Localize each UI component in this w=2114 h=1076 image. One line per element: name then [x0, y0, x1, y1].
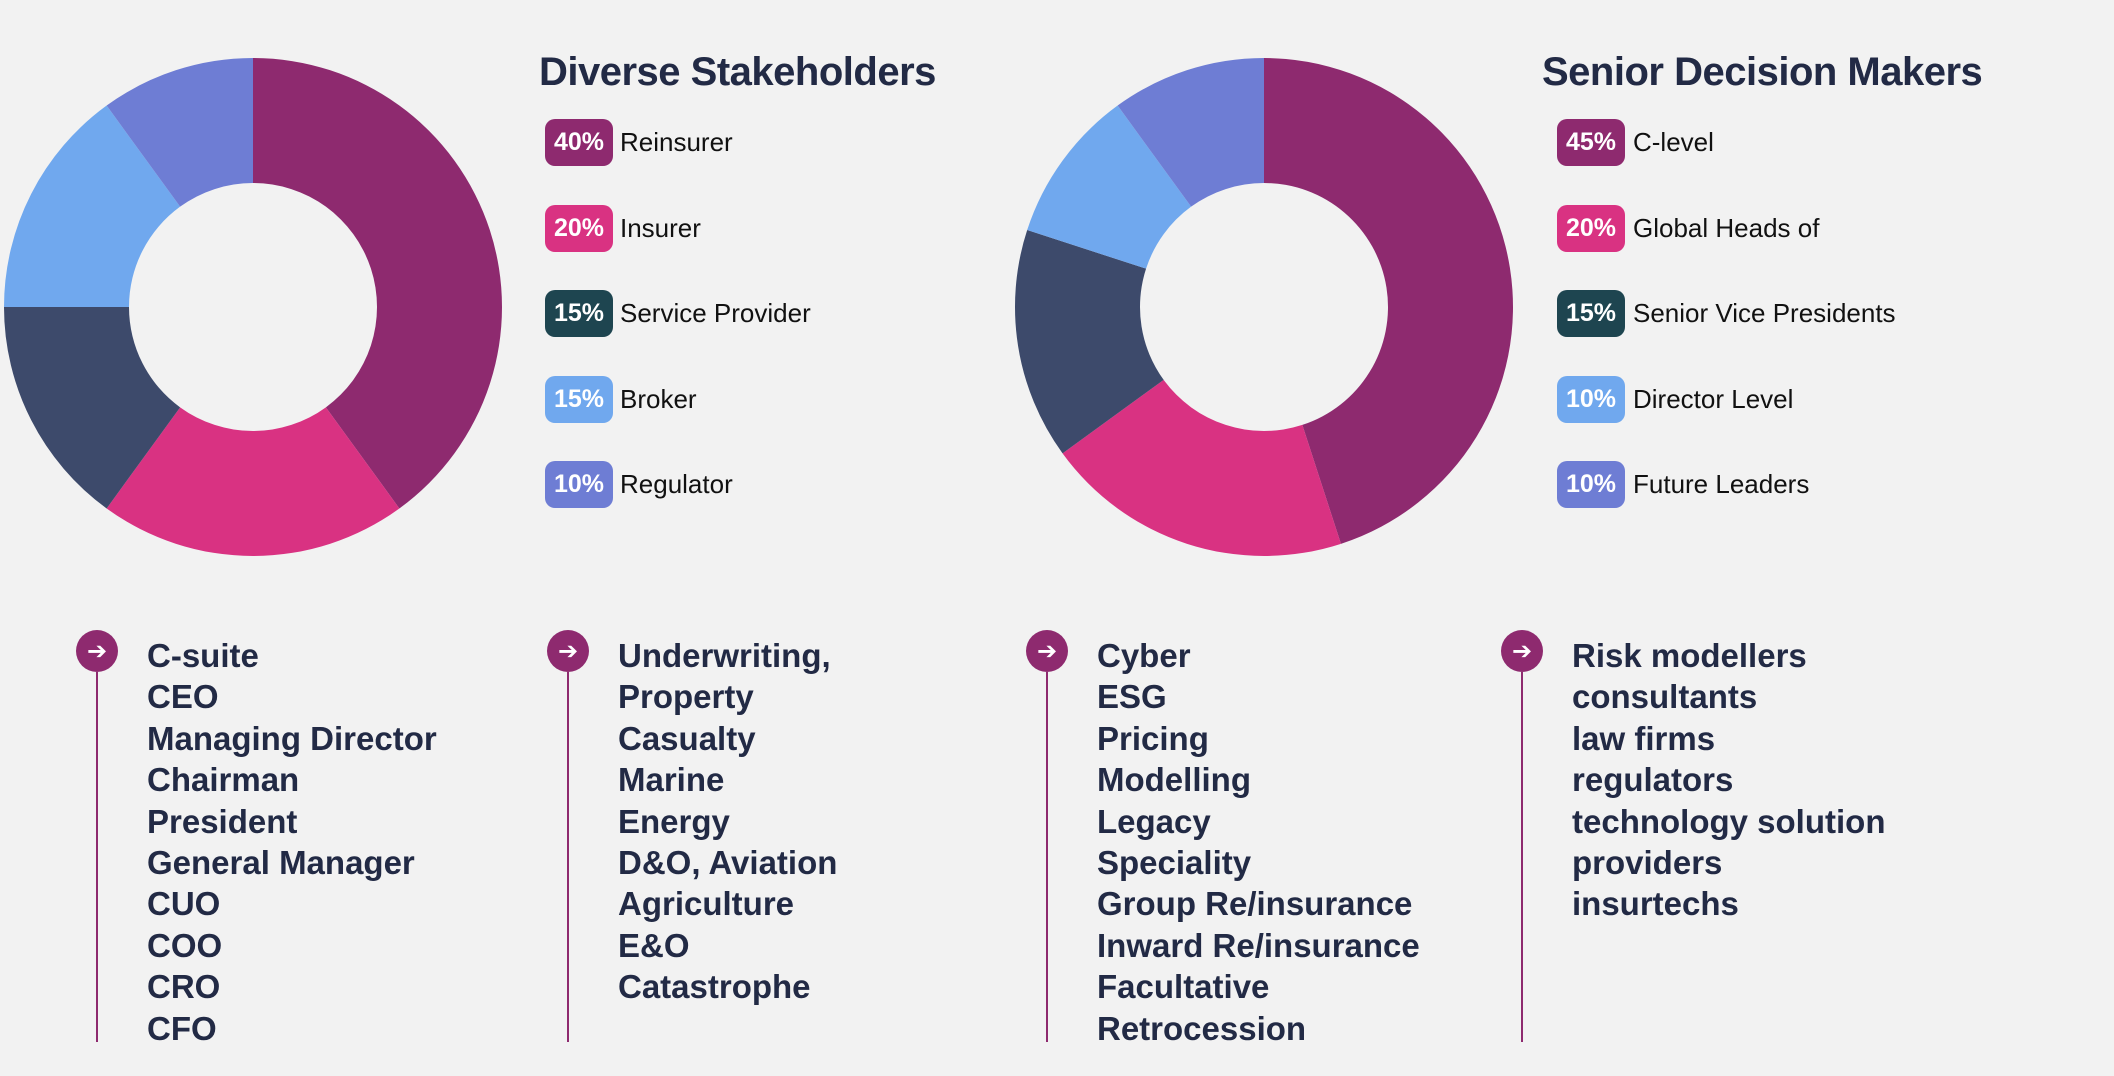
- list-item: Agriculture: [618, 885, 795, 923]
- legend-badge: 10%: [1556, 461, 1625, 508]
- legend-label: Global Heads of: [1633, 213, 1820, 243]
- legend-badge: 10%: [544, 461, 613, 508]
- legend-badge: 10%: [1556, 376, 1625, 423]
- timeline-divider: [96, 672, 98, 1042]
- donut-slice-future-leaders: [1117, 58, 1264, 207]
- timeline-divider: [567, 672, 569, 1042]
- category-list: C-suite CEO Managing Director Chairman Presi…: [147, 635, 437, 1049]
- legend-label: Reinsurer: [620, 127, 733, 157]
- list-item: COO: [147, 926, 223, 964]
- list-item: Legacy: [1097, 802, 1211, 840]
- list-item: regulators: [1572, 761, 1734, 799]
- list-item: Risk modellers: [1572, 637, 1807, 674]
- list-item: D&O, Aviation: [618, 844, 838, 882]
- legend-label: Service Provider: [620, 298, 811, 328]
- donut-slice-reinsurer: [253, 58, 502, 509]
- donut-slice-senior-vice-presidents: [1015, 230, 1164, 454]
- legend-label: C-level: [1633, 127, 1714, 157]
- list-item: Cyber: [1097, 637, 1191, 674]
- legend-badge: 20%: [1556, 205, 1625, 252]
- donut-slice-c-level: [1264, 58, 1513, 544]
- legend-badge: 20%: [544, 205, 613, 252]
- legend-label: Future Leaders: [1633, 469, 1810, 499]
- timeline-divider: [1046, 672, 1048, 1042]
- legend-label: Insurer: [620, 213, 701, 243]
- category-list: Cyber ESG Pricing Modelling Legacy Speciality…: [1097, 635, 1420, 1049]
- legend-label: Regulator: [620, 469, 733, 499]
- chart-title-diverse-stakeholders: Diverse Stakeholders: [539, 50, 936, 94]
- arrow-right-icon: ➔: [1026, 630, 1068, 672]
- list-item: Underwriting,: [618, 637, 831, 674]
- chart-title-senior-decision-makers: Senior Decision Makers: [1542, 50, 1983, 94]
- legend-badge: 15%: [544, 376, 613, 423]
- legend-label: Senior Vice Presidents: [1633, 298, 1896, 328]
- list-item: CUO: [147, 885, 221, 923]
- list-item: Inward Re/insurance: [1097, 926, 1420, 964]
- legend-badge: 15%: [544, 290, 613, 337]
- arrow-right-icon: ➔: [76, 630, 118, 672]
- list-item: Speciality: [1097, 844, 1252, 882]
- list-item: Property: [618, 678, 754, 716]
- list-item: President: [147, 802, 298, 840]
- list-item: Casualty: [618, 719, 756, 757]
- list-item: Energy: [618, 802, 730, 840]
- donut-slice-insurer: [106, 407, 400, 556]
- list-item: Marine: [618, 761, 725, 799]
- list-item: insurtechs: [1572, 885, 1739, 923]
- list-item: Managing Director: [147, 719, 437, 757]
- legend-label: Director Level: [1633, 384, 1794, 414]
- legend-label: Broker: [620, 384, 697, 414]
- list-item: Modelling: [1097, 761, 1251, 799]
- list-item: CEO: [147, 678, 219, 716]
- list-item: providers: [1572, 844, 1723, 882]
- list-item: Facultative: [1097, 968, 1270, 1006]
- list-item: consultants: [1572, 678, 1758, 716]
- donut-slice-director-level: [1027, 105, 1192, 269]
- list-item: E&O: [618, 926, 690, 964]
- donut-slice-regulator: [106, 58, 253, 207]
- list-item: Group Re/insurance: [1097, 885, 1413, 923]
- legend-badge: 40%: [544, 119, 613, 166]
- category-list: Risk modellers consultants law firms regula…: [1572, 635, 1885, 925]
- list-item: CFO: [147, 1009, 217, 1047]
- list-item: law firms: [1572, 719, 1716, 757]
- legend-badge: 45%: [1556, 119, 1625, 166]
- category-list: Underwriting, Property Casualty Marine Energ…: [618, 635, 837, 1008]
- donut-slice-broker: [4, 105, 181, 307]
- arrow-right-icon: ➔: [547, 630, 589, 672]
- timeline-divider: [1521, 672, 1523, 1042]
- list-item: CRO: [147, 968, 221, 1006]
- list-item: technology solution: [1572, 802, 1886, 840]
- list-item: Retrocession: [1097, 1009, 1307, 1047]
- list-item: ESG: [1097, 678, 1167, 716]
- legend-badge: 15%: [1556, 290, 1625, 337]
- list-item: C-suite: [147, 637, 259, 674]
- list-item: Chairman: [147, 761, 300, 799]
- arrow-right-icon: ➔: [1501, 630, 1543, 672]
- list-item: Pricing: [1097, 719, 1209, 757]
- donut-slice-service-provider: [4, 307, 181, 509]
- list-item: Catastrophe: [618, 968, 811, 1006]
- donut-slice-global-heads-of: [1062, 379, 1341, 556]
- list-item: General Manager: [147, 844, 415, 882]
